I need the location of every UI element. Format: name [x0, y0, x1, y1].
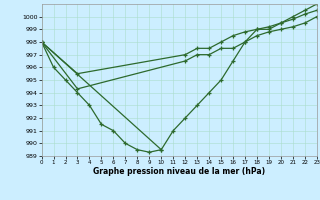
X-axis label: Graphe pression niveau de la mer (hPa): Graphe pression niveau de la mer (hPa) — [93, 167, 265, 176]
